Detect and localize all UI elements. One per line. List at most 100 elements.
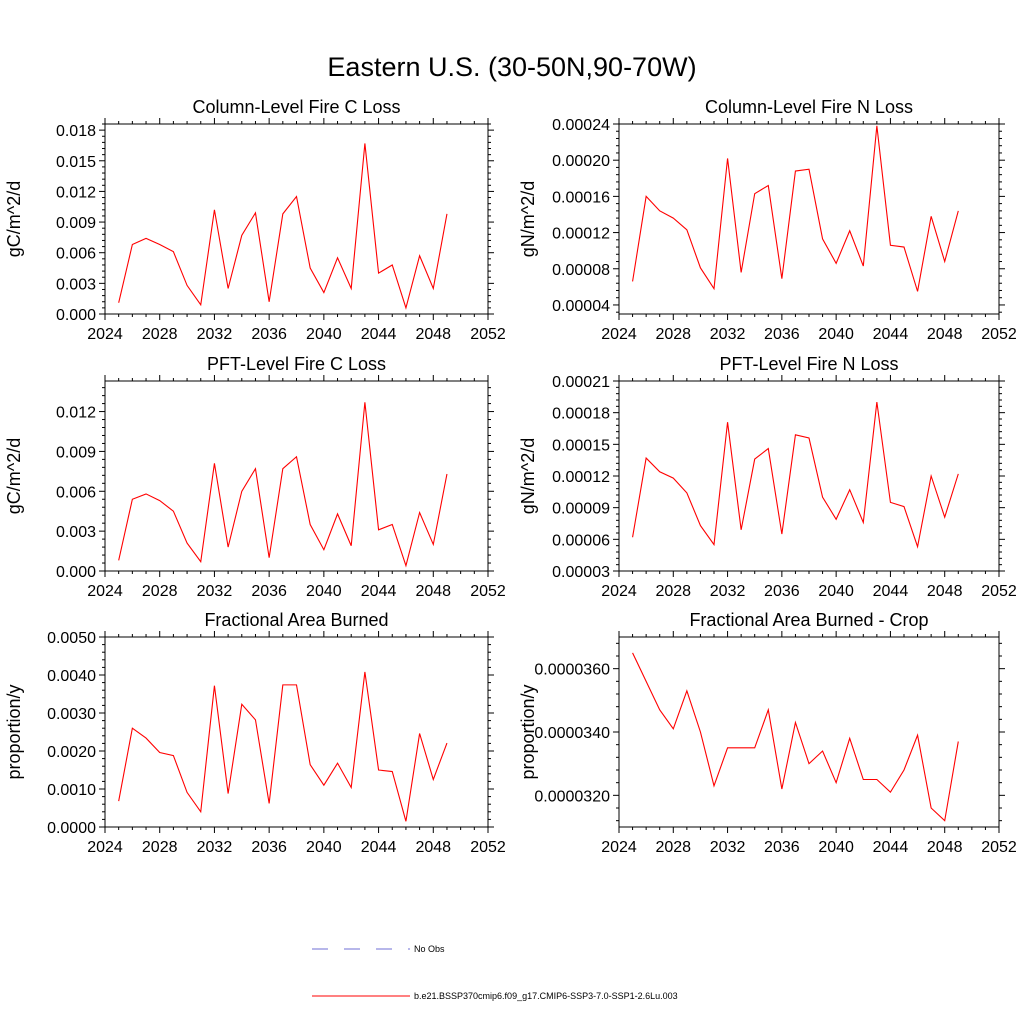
y-tick-label: 0.00016 (552, 189, 610, 206)
y-tick-label: 0.00021 (552, 374, 610, 391)
panel-title: Column-Level Fire N Loss (705, 97, 913, 117)
panels: Column-Level Fire C Loss gC/m^2/d 2024 2028… (4, 97, 1017, 856)
x-tick-label: 2040 (818, 583, 854, 600)
panel-title: Column-Level Fire C Loss (192, 97, 400, 117)
panel-6: Fractional Area Burned - Crop proportion/… (518, 610, 1017, 856)
y-tick-label: 0.009 (56, 215, 96, 232)
series-line (632, 652, 959, 822)
x-tick-label: 2048 (415, 839, 451, 856)
x-tick-label: 2024 (87, 839, 123, 856)
panel-title: Fractional Area Burned - Crop (689, 610, 928, 630)
x-tick-label: 2044 (361, 839, 397, 856)
y-axis-label: proportion/y (4, 684, 24, 779)
y-tick-label: 0.006 (56, 484, 96, 501)
x-tick-label: 2048 (927, 583, 963, 600)
x-tick-label: 2036 (764, 839, 800, 856)
y-axis-label: proportion/y (518, 684, 538, 779)
x-tick-label: 2044 (361, 326, 397, 343)
x-tick-label: 2048 (415, 583, 451, 600)
x-tick-label: 2044 (361, 583, 397, 600)
x-tick-label: 2032 (197, 583, 233, 600)
y-axis-label: gC/m^2/d (4, 181, 24, 257)
y-tick-label: 0.0040 (47, 668, 96, 685)
series-line (118, 671, 448, 822)
legend: No Obs b.e21.BSSP370cmip6.f09_g17.CMIP6-S… (312, 944, 678, 1001)
x-tick-label: 2052 (470, 583, 506, 600)
series-line (118, 402, 448, 568)
x-tick-label: 2028 (142, 326, 178, 343)
y-tick-label: 0.00006 (552, 532, 610, 549)
y-tick-label: 0.012 (56, 405, 96, 422)
y-tick-label: 0.000 (56, 307, 96, 324)
y-tick-label: 0.00003 (552, 564, 610, 581)
x-tick-label: 2024 (601, 839, 637, 856)
figure-title: Eastern U.S. (30-50N,90-70W) (327, 52, 696, 82)
y-tick-label: 0.00004 (552, 298, 610, 315)
x-tick-label: 2032 (197, 326, 233, 343)
x-tick-label: 2052 (470, 839, 506, 856)
y-tick-label: 0.00012 (552, 469, 610, 486)
x-tick-label: 2036 (764, 326, 800, 343)
y-tick-label: 0.018 (56, 123, 96, 140)
y-tick-label: 0.00012 (552, 226, 610, 243)
legend-label: No Obs (414, 944, 445, 954)
y-tick-label: 0.012 (56, 184, 96, 201)
x-tick-label: 2048 (927, 839, 963, 856)
x-tick-label: 2044 (873, 326, 909, 343)
x-tick-label: 2024 (601, 326, 637, 343)
y-tick-label: 0.0030 (47, 706, 96, 723)
x-tick-label: 2052 (981, 839, 1017, 856)
x-tick-label: 2024 (601, 583, 637, 600)
y-tick-label: 0.0050 (47, 630, 96, 647)
panel-title: Fractional Area Burned (204, 610, 388, 630)
panel-title: PFT-Level Fire N Loss (719, 354, 898, 374)
x-tick-label: 2024 (87, 583, 123, 600)
x-tick-label: 2044 (873, 583, 909, 600)
y-tick-label: 0.00020 (552, 153, 610, 170)
x-tick-label: 2036 (251, 583, 287, 600)
x-tick-label: 2052 (981, 583, 1017, 600)
y-tick-label: 0.0000360 (534, 662, 610, 679)
x-tick-label: 2028 (655, 326, 691, 343)
y-tick-label: 0.00024 (552, 117, 610, 134)
y-axis-label: gN/m^2/d (518, 438, 538, 514)
x-tick-label: 2036 (251, 839, 287, 856)
x-tick-label: 2032 (710, 839, 746, 856)
series-line (632, 125, 959, 292)
panel-4: PFT-Level Fire N Loss gN/m^2/d 2024 2028 203… (518, 354, 1017, 600)
x-tick-label: 2028 (655, 583, 691, 600)
y-tick-label: 0.00018 (552, 406, 610, 423)
panel-5: Fractional Area Burned proportion/y 2024 20… (4, 610, 506, 856)
y-tick-label: 0.003 (56, 524, 96, 541)
y-tick-label: 0.0000340 (534, 725, 610, 742)
y-tick-label: 0.0000320 (534, 788, 610, 805)
x-tick-label: 2032 (710, 326, 746, 343)
y-tick-label: 0.0020 (47, 744, 96, 761)
y-tick-label: 0.015 (56, 154, 96, 171)
panel-2: Column-Level Fire N Loss gN/m^2/d 2024 2028… (518, 97, 1017, 343)
x-tick-label: 2052 (470, 326, 506, 343)
series-line (118, 143, 448, 310)
x-tick-label: 2024 (87, 326, 123, 343)
x-tick-label: 2040 (818, 839, 854, 856)
x-tick-label: 2040 (306, 326, 342, 343)
x-tick-label: 2044 (873, 839, 909, 856)
series-line (632, 402, 959, 549)
x-tick-label: 2036 (764, 583, 800, 600)
panel-title: PFT-Level Fire C Loss (207, 354, 386, 374)
panel-3: PFT-Level Fire C Loss gC/m^2/d 2024 2028 203… (4, 354, 506, 600)
panel-1: Column-Level Fire C Loss gC/m^2/d 2024 2028… (4, 97, 506, 343)
y-tick-label: 0.00009 (552, 501, 610, 518)
y-tick-label: 0.009 (56, 444, 96, 461)
y-axis-label: gN/m^2/d (518, 181, 538, 257)
x-tick-label: 2032 (710, 583, 746, 600)
x-tick-label: 2032 (197, 839, 233, 856)
y-tick-label: 0.003 (56, 276, 96, 293)
y-axis-label: gC/m^2/d (4, 438, 24, 514)
y-tick-label: 0.0010 (47, 782, 96, 799)
x-tick-label: 2040 (818, 326, 854, 343)
x-tick-label: 2036 (251, 326, 287, 343)
y-tick-label: 0.006 (56, 246, 96, 263)
x-tick-label: 2048 (415, 326, 451, 343)
